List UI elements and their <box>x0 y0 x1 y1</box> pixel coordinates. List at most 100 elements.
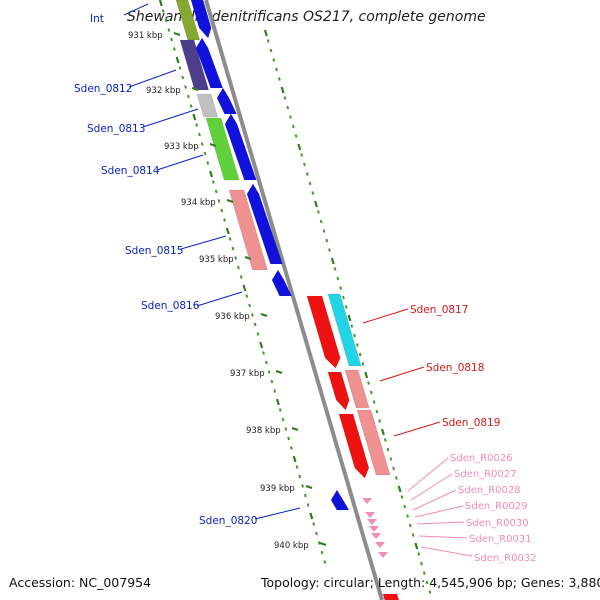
inner-tick <box>186 94 190 99</box>
outer-tick <box>397 485 402 493</box>
inner-tick <box>209 170 213 178</box>
gene-band-0819 <box>356 409 391 476</box>
gene-band-0817 <box>327 293 362 367</box>
outer-tick <box>403 504 407 509</box>
gene-label-reverse-1: Sden_0818 <box>426 362 484 374</box>
inner-tick <box>262 351 265 355</box>
inner-tick <box>256 332 260 336</box>
outer-tick <box>305 172 309 176</box>
inner-tick <box>203 151 207 156</box>
outer-tick <box>378 419 382 423</box>
position-label-9: 940 kbp <box>274 541 309 551</box>
inner-tick <box>175 56 180 64</box>
outer-tick <box>383 438 387 442</box>
inner-tick <box>164 18 168 23</box>
inner-tick <box>281 417 285 422</box>
inner-tick <box>189 104 193 108</box>
outer-tick <box>314 200 318 208</box>
inner-tick <box>292 455 297 463</box>
leader-forward-3 <box>156 154 204 171</box>
gene-arrow-int <box>190 0 212 39</box>
inner-tick <box>198 132 201 137</box>
outer-tick <box>283 96 287 100</box>
inner-tick <box>275 398 280 406</box>
position-tick-0 <box>173 32 181 36</box>
outer-tick <box>408 523 412 528</box>
inner-tick <box>211 180 215 184</box>
inner-tick <box>237 265 240 270</box>
gene-label-rna-2: Sden_R0028 <box>458 485 521 496</box>
outer-tick <box>364 371 369 379</box>
outer-tick <box>425 580 429 585</box>
inner-tick <box>217 199 221 203</box>
leader-forward-6 <box>254 507 301 520</box>
inner-tick <box>309 512 314 520</box>
position-label-4: 935 kbp <box>199 255 234 265</box>
position-label-7: 938 kbp <box>246 426 281 436</box>
inner-tick <box>295 465 299 469</box>
inner-tick <box>172 47 176 51</box>
gene-label-reverse-0: Sden_0817 <box>410 304 468 316</box>
inner-tick <box>158 0 163 7</box>
tick-rows <box>158 0 432 594</box>
leader-rna-2 <box>412 489 457 511</box>
inner-tick <box>242 284 247 292</box>
outer-tick <box>275 67 278 72</box>
inner-tick <box>264 360 268 365</box>
label-leaders <box>123 3 473 557</box>
leader-rna-3 <box>414 505 464 518</box>
gene-arrow-0812 <box>195 37 224 89</box>
outer-tick <box>339 286 343 290</box>
outer-tick <box>342 295 345 300</box>
gene-arrow-0816 <box>271 269 293 297</box>
inner-tick <box>306 503 310 507</box>
inner-tick <box>248 303 252 308</box>
position-tick-6 <box>275 370 283 374</box>
outer-tick <box>375 409 379 414</box>
outer-tick <box>417 552 421 556</box>
position-label-2: 933 kbp <box>164 142 199 152</box>
outer-tick <box>316 210 320 214</box>
position-label-1: 932 kbp <box>146 86 181 96</box>
inner-tick <box>192 113 197 121</box>
inner-tick <box>284 427 288 431</box>
inner-tick <box>234 256 238 260</box>
inner-tick <box>253 322 257 327</box>
gene-band-0814 <box>205 117 240 181</box>
gene-arrow-0813 <box>216 87 238 115</box>
leader-rna-4 <box>416 521 465 525</box>
outer-tick <box>266 39 270 43</box>
rna-gene-mark-6 <box>378 552 388 558</box>
outer-tick <box>336 276 340 281</box>
gene-label-forward-1: Sden_0812 <box>74 83 132 95</box>
outer-tick <box>392 466 396 471</box>
inner-tick <box>250 313 254 317</box>
genome-summary-text: Topology: circular; Length: 4,545,906 bp… <box>261 575 600 590</box>
leader-rna-0 <box>407 457 449 492</box>
gene-label-rna-4: Sden_R0030 <box>466 518 529 529</box>
outer-tick <box>300 153 304 157</box>
leader-forward-4 <box>180 235 227 250</box>
position-label-8: 939 kbp <box>260 484 295 494</box>
inner-tick <box>289 446 293 450</box>
position-tick-7 <box>291 427 299 431</box>
leader-rna-5 <box>418 535 468 539</box>
position-label-3: 934 kbp <box>181 198 216 208</box>
position-tick-1 <box>191 87 199 91</box>
gene-labels: Int Sden_0812 Sden_0813 Sden_0814 Sden_0815 S… <box>74 13 537 564</box>
outer-tick <box>394 476 398 480</box>
gene-label-rna-1: Sden_R0027 <box>454 469 517 480</box>
gene-label-rna-6: Sden_R0032 <box>474 553 537 564</box>
outer-tick <box>422 571 426 575</box>
inner-tick <box>167 28 171 32</box>
position-tick-5 <box>260 313 268 317</box>
inner-tick <box>273 389 277 393</box>
leader-forward-5 <box>196 291 243 307</box>
outer-tick <box>386 447 390 452</box>
outer-tick <box>311 191 315 195</box>
gene-arrow-0819 <box>338 413 370 479</box>
outer-tick <box>269 48 273 53</box>
map-title: Shewanella denitrificans OS217, complete… <box>127 9 486 25</box>
leader-rna-6 <box>420 546 473 557</box>
inner-tick <box>315 531 318 536</box>
